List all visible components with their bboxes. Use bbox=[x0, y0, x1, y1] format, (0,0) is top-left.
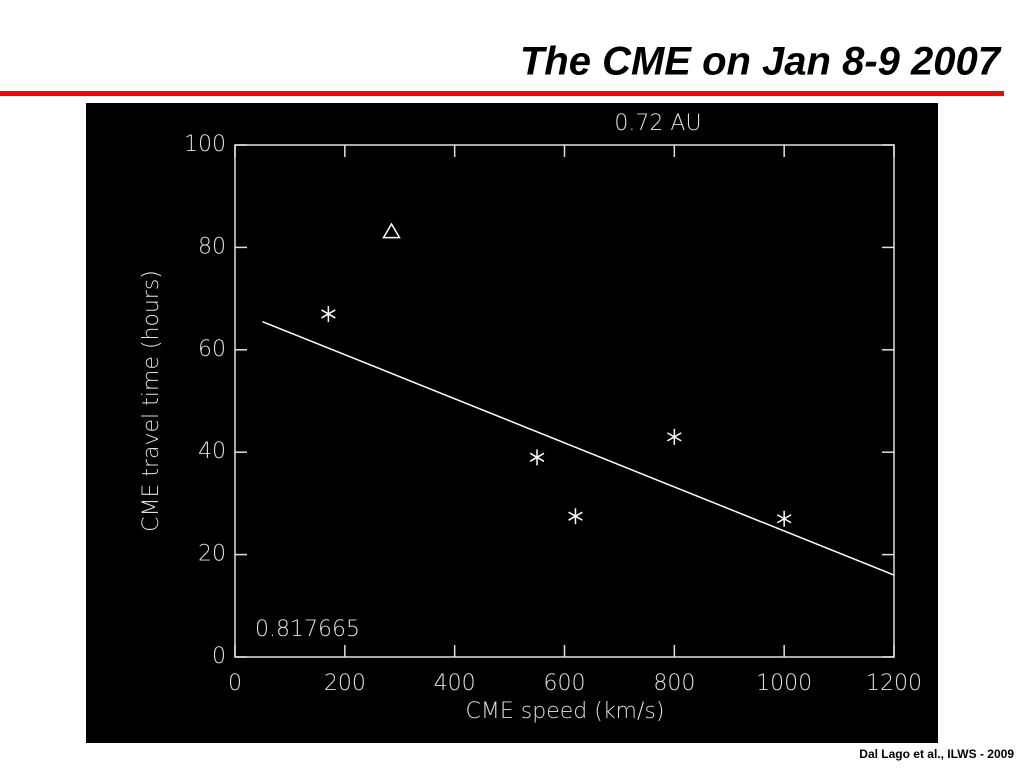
y-tick-label: 100 bbox=[184, 132, 226, 157]
x-tick-label: 400 bbox=[434, 671, 476, 696]
x-tick-label: 600 bbox=[544, 671, 586, 696]
y-tick-label: 60 bbox=[198, 337, 226, 362]
title-rule bbox=[0, 91, 1004, 96]
x-tick-label: 200 bbox=[324, 671, 366, 696]
slide-title: The CME on Jan 8-9 2007 bbox=[520, 40, 1002, 84]
asterisk-point bbox=[321, 305, 336, 322]
y-tick-label: 0 bbox=[212, 644, 226, 669]
asterisk-point bbox=[529, 449, 545, 466]
y-tick-label: 40 bbox=[198, 439, 226, 464]
plot-image bbox=[86, 103, 938, 743]
x-tick-label: 1000 bbox=[756, 671, 812, 696]
footer: Dal Lago et al., ILWS - 2009 bbox=[859, 747, 1014, 761]
y-axis-label: CME travel time (hours) bbox=[139, 270, 164, 532]
annotation: 0.817665 bbox=[255, 617, 360, 642]
fit-line bbox=[262, 320, 895, 576]
x-tick-label: 0 bbox=[228, 671, 242, 696]
asterisk-point bbox=[667, 428, 682, 445]
y-tick-label: 20 bbox=[198, 542, 226, 567]
x-axis-label: CME speed (km/s) bbox=[466, 699, 665, 724]
x-tick-label: 800 bbox=[653, 671, 695, 696]
asterisk-point bbox=[776, 510, 792, 527]
asterisk-point bbox=[568, 508, 583, 525]
chart-title: 0.72 AU bbox=[614, 111, 701, 136]
x-tick-label: 1200 bbox=[866, 671, 922, 696]
triangle-point bbox=[382, 222, 401, 239]
y-tick-label: 80 bbox=[198, 234, 226, 259]
chart: 0.72 AU 0.817665 CME speed (km/s) CME tr… bbox=[139, 111, 922, 724]
